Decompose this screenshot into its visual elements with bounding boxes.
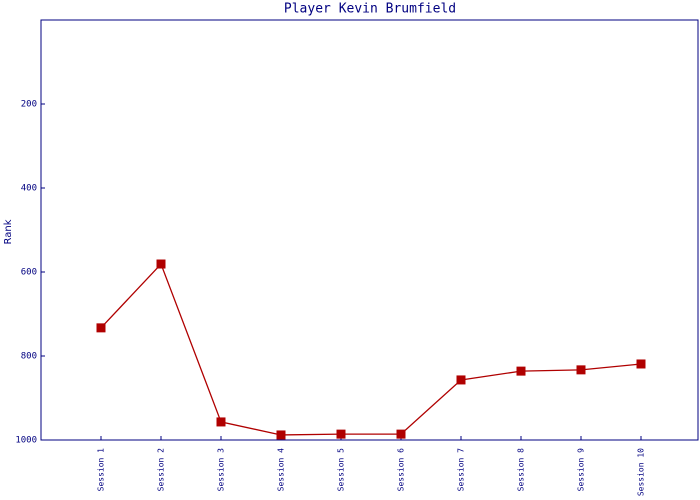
point-marker bbox=[516, 366, 526, 376]
plot-frame bbox=[40, 19, 699, 441]
x-tick-label: Session 8 bbox=[517, 448, 526, 492]
x-tick-label: Session 7 bbox=[457, 448, 466, 492]
x-tick-label: Session 9 bbox=[577, 448, 586, 492]
point-marker bbox=[576, 365, 586, 375]
y-tick-label: 1000 bbox=[15, 436, 37, 446]
chart-title: Player Kevin Brumfield bbox=[284, 2, 456, 17]
point-marker bbox=[216, 417, 226, 427]
series-line bbox=[100, 262, 642, 436]
x-tick-label: Session 6 bbox=[397, 448, 406, 492]
point-marker bbox=[96, 323, 106, 333]
y-tick-label: 400 bbox=[21, 184, 37, 194]
point-marker bbox=[636, 359, 646, 369]
x-tick-label: Session 2 bbox=[157, 448, 166, 492]
point-marker bbox=[276, 430, 286, 440]
point-marker bbox=[456, 375, 466, 385]
y-tick-label: 800 bbox=[21, 352, 37, 362]
x-tick-label: Session 1 bbox=[97, 448, 106, 492]
x-tick-label: Session 3 bbox=[217, 448, 226, 492]
y-axis-label: Rank bbox=[3, 219, 14, 244]
x-tick-label: Session 5 bbox=[337, 448, 346, 492]
point-marker bbox=[156, 259, 166, 269]
point-marker bbox=[336, 429, 346, 439]
y-tick-label: 600 bbox=[21, 268, 37, 278]
x-tick-label: Session 4 bbox=[277, 448, 286, 492]
point-marker bbox=[396, 429, 406, 439]
y-tick-label: 200 bbox=[21, 100, 37, 110]
x-tick-label: Session 10 bbox=[637, 448, 646, 496]
